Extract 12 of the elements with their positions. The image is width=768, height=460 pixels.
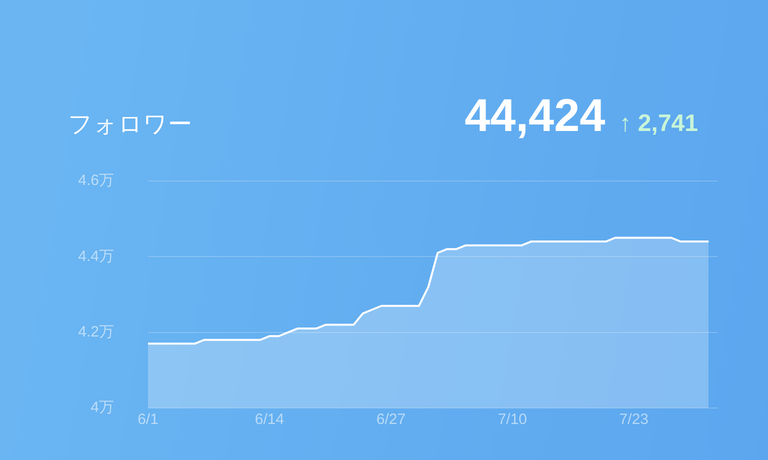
x-tick-label: 6/14 <box>254 411 284 428</box>
text: ↑ 2,741 <box>619 110 698 138</box>
y-tick-label: 4.6万 <box>78 172 114 190</box>
x-tick-label: 7/10 <box>498 411 528 428</box>
y-tick-label: 4.2万 <box>78 323 114 340</box>
x-tick-label: 7/23 <box>619 411 649 428</box>
y-tick-label: 4.4万 <box>78 248 114 265</box>
text: 44,424 <box>464 88 606 142</box>
x-tick-label: 6/27 <box>376 411 406 428</box>
chart-title: フォロワー <box>68 110 192 140</box>
y-tick-label: 4万 <box>90 399 114 416</box>
x-tick-label: 6/1 <box>138 411 158 428</box>
